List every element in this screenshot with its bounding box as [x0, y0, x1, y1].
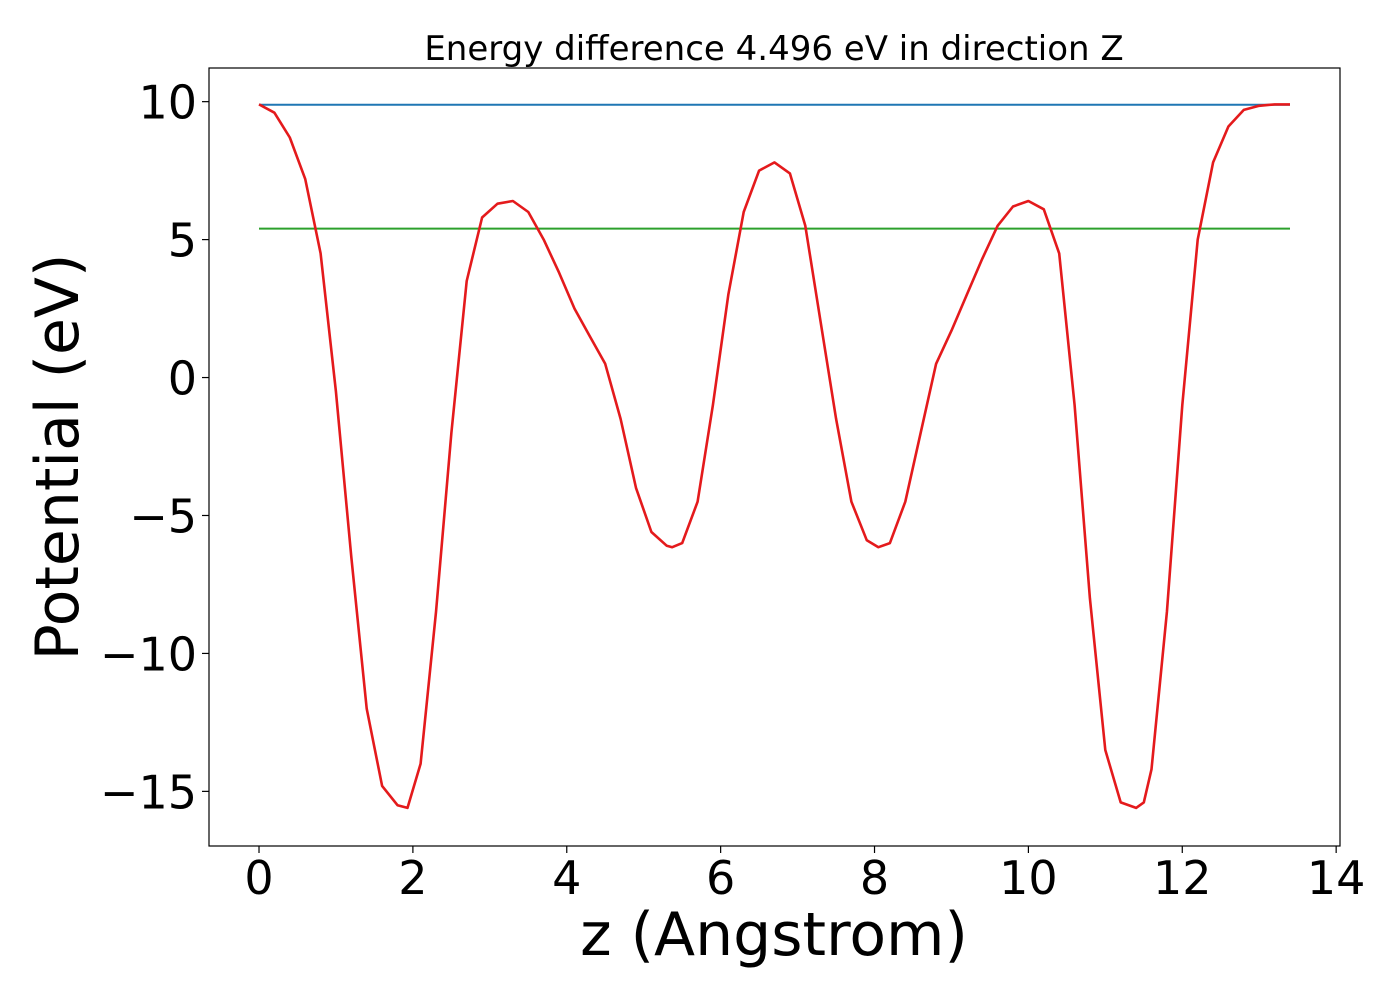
y-axis-label: Potential (eV) [23, 254, 93, 661]
x-tick-label: 2 [398, 851, 427, 905]
x-tick-label: 14 [1307, 851, 1366, 905]
y-tick-label: 5 [168, 214, 197, 268]
series-line-3 [258, 103, 1290, 810]
y-tick-label: −15 [100, 765, 197, 819]
x-tick-label: 4 [552, 851, 581, 905]
y-tick-label: −10 [100, 627, 197, 681]
plot-frame [208, 67, 1341, 847]
x-tick-label: 10 [999, 851, 1058, 905]
y-axis-ticks: 10 5 0 −5 −10 −15 [100, 76, 209, 819]
plot-lines [258, 103, 1290, 810]
y-tick-label: 0 [168, 352, 197, 406]
x-tick-label: 8 [860, 851, 889, 905]
x-tick-label: 6 [706, 851, 735, 905]
x-axis-label: z (Angstrom) [580, 900, 968, 970]
y-tick-label: −5 [129, 489, 197, 543]
y-tick-label: 10 [138, 76, 197, 130]
x-tick-label: 0 [244, 851, 273, 905]
x-axis-ticks: 0 2 4 6 8 10 12 14 [244, 846, 1365, 905]
x-tick-label: 12 [1153, 851, 1212, 905]
chart-title: Energy difference 4.496 eV in direction … [424, 29, 1123, 69]
